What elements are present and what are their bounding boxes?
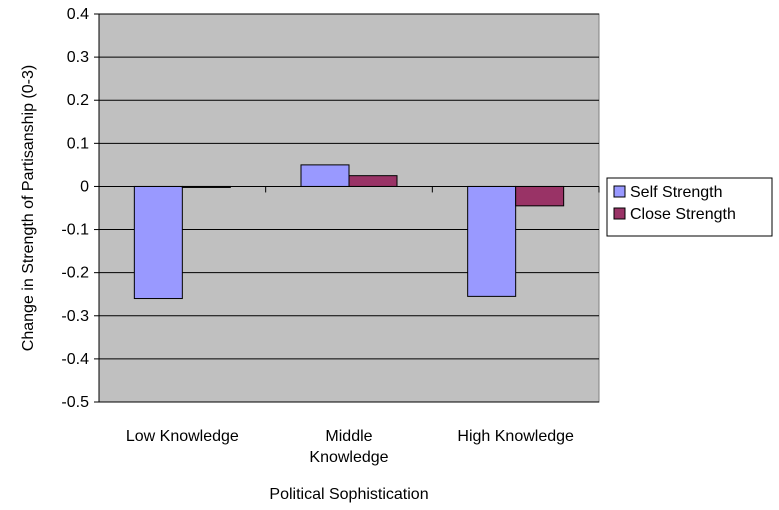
y-tick-label: -0.4 <box>61 351 89 368</box>
legend-label: Close Strength <box>630 206 736 223</box>
y-tick-label: -0.1 <box>61 222 89 239</box>
y-axis-title: Change in Strength of Partisanship (0-3) <box>20 65 37 351</box>
legend-box <box>606 177 773 237</box>
y-tick-label: 0.2 <box>67 92 89 109</box>
y-tick-label: 0.1 <box>67 135 89 152</box>
legend-swatch <box>613 185 626 198</box>
axes <box>94 13 600 403</box>
x-category-label: Low Knowledge <box>126 428 239 445</box>
y-tick-label: 0 <box>80 178 89 195</box>
y-tick-label: -0.2 <box>61 265 89 282</box>
bar-close-strength <box>348 175 398 187</box>
x-category-labels: Low Knowledge Middle Knowledge High Knowled… <box>126 428 574 466</box>
legend-swatch <box>613 207 626 220</box>
y-tick-labels: 0.4 0.3 0.2 0.1 0 -0.1 -0.2 -0.3 -0.4 -0.5 <box>61 6 89 411</box>
y-tick-label: 0.4 <box>67 6 89 23</box>
bar-self-strength <box>467 185 517 297</box>
x-category-label: Middle Knowledge <box>309 428 388 466</box>
legend-label: Self Strength <box>630 184 723 201</box>
y-tick-label: -0.3 <box>61 308 89 325</box>
bar-self-strength <box>133 185 183 300</box>
y-tick-label: 0.3 <box>67 49 89 66</box>
x-category-label: High Knowledge <box>457 428 574 445</box>
bars <box>133 164 565 300</box>
bar-self-strength <box>300 164 350 187</box>
bar-close-strength <box>515 185 565 207</box>
y-tick-label: -0.5 <box>61 394 89 411</box>
x-axis-title: Political Sophistication <box>269 486 428 503</box>
legend: Self Strength Close Strength <box>606 177 773 237</box>
